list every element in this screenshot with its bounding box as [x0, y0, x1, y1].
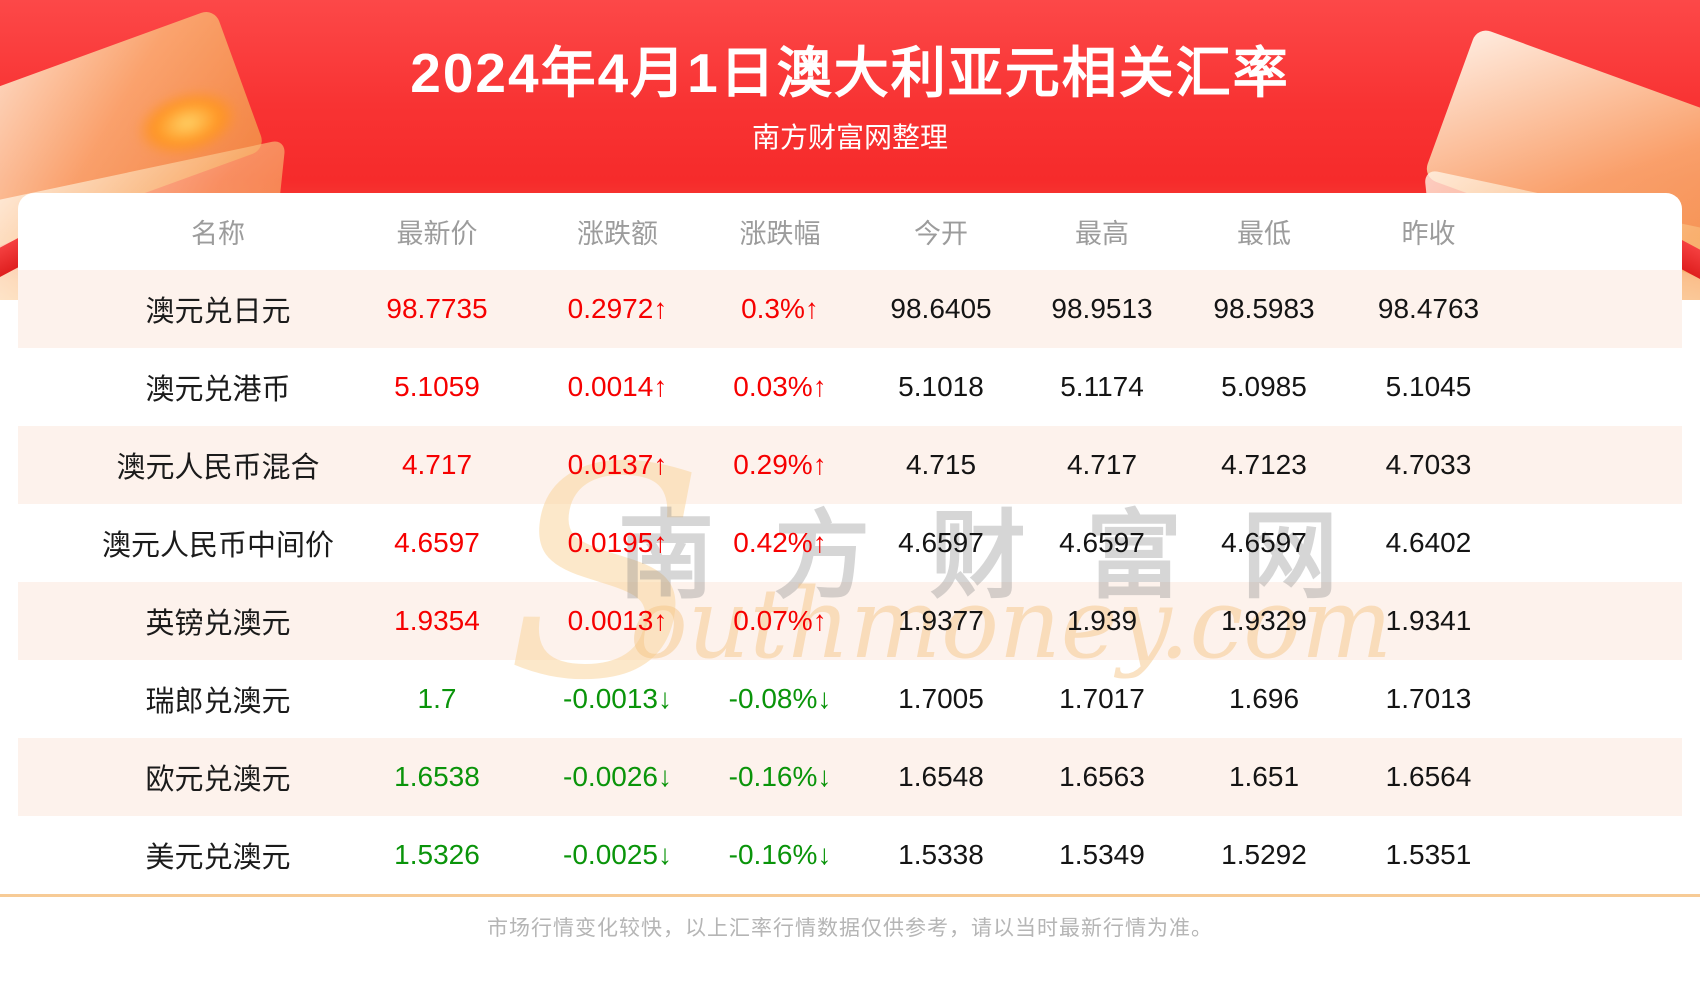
pair-name: 澳元兑日元 — [145, 296, 291, 328]
pair-name: 澳元人民币混合 — [116, 452, 320, 484]
latest-price: 4.717 — [401, 449, 473, 480]
disclaimer-text: 市场行情变化较快，以上汇率行情数据仅供参考，请以当时最新行情为准。 — [487, 917, 1213, 940]
col-header-open: 今开 — [914, 219, 968, 249]
prev-close: 1.7013 — [1385, 683, 1472, 714]
low-price: 4.6597 — [1221, 527, 1307, 558]
change-amount: -0.0013↓ — [563, 683, 672, 714]
pair-name: 美元兑澳元 — [145, 842, 291, 874]
prev-close: 1.9341 — [1385, 605, 1472, 636]
change-percent: 0.3%↑ — [741, 293, 819, 324]
latest-price: 1.5326 — [394, 839, 480, 870]
open-price: 1.9377 — [898, 605, 984, 636]
change-percent: -0.08%↓ — [728, 683, 832, 714]
high-price: 1.939 — [1066, 605, 1138, 636]
page-subtitle: 南方财富网整理 — [751, 122, 948, 153]
table-row: 美元兑澳元 1.5326 -0.0025↓ -0.16%↓ 1.5338 1.5… — [18, 816, 1682, 894]
low-price: 1.651 — [1228, 761, 1300, 792]
prev-close: 1.5351 — [1385, 839, 1472, 870]
latest-price: 1.6538 — [394, 761, 480, 792]
open-price: 4.715 — [905, 449, 977, 480]
change-percent: 0.29%↑ — [733, 449, 827, 480]
high-price: 4.717 — [1066, 449, 1138, 480]
open-price: 1.7005 — [898, 683, 984, 714]
open-price: 4.6597 — [898, 527, 984, 558]
table-row: 瑞郎兑澳元 1.7 -0.0013↓ -0.08%↓ 1.7005 1.7017… — [18, 660, 1682, 738]
col-header-low: 最低 — [1237, 219, 1291, 249]
prev-close: 4.7033 — [1385, 449, 1472, 480]
change-percent: 0.03%↑ — [733, 371, 827, 402]
table-row: 欧元兑澳元 1.6538 -0.0026↓ -0.16%↓ 1.6548 1.6… — [18, 738, 1682, 816]
high-price: 5.1174 — [1060, 371, 1144, 402]
table-row: 澳元兑港币 5.1059 0.0014↑ 0.03%↑ 5.1018 5.117… — [18, 348, 1682, 426]
latest-price: 1.9354 — [394, 605, 480, 636]
latest-price: 5.1059 — [394, 371, 480, 402]
prev-close: 98.4763 — [1377, 293, 1480, 324]
open-price: 5.1018 — [898, 371, 984, 402]
change-percent: 0.42%↑ — [733, 527, 827, 558]
latest-price: 98.7735 — [386, 293, 488, 324]
low-price: 1.696 — [1228, 683, 1300, 714]
table-row: 澳元兑日元 98.7735 0.2972↑ 0.3%↑ 98.6405 98.9… — [18, 270, 1682, 348]
change-percent: -0.16%↓ — [728, 839, 832, 870]
change-percent: 0.07%↑ — [733, 605, 827, 636]
open-price: 98.6405 — [890, 293, 992, 324]
low-price: 1.9329 — [1221, 605, 1307, 636]
pair-name: 欧元兑澳元 — [145, 764, 291, 796]
pair-name: 澳元人民币中间价 — [101, 530, 334, 562]
change-amount: -0.0025↓ — [563, 839, 672, 870]
prev-close: 4.6402 — [1385, 527, 1472, 558]
pair-name: 英镑兑澳元 — [145, 608, 291, 640]
rates-table: S 南方财富网 outhmoney.com 名称 最新价 涨跌额 涨跌幅 今开 … — [18, 193, 1682, 894]
pair-name: 瑞郎兑澳元 — [145, 686, 291, 718]
latest-price: 4.6597 — [394, 527, 480, 558]
col-header-name: 名称 — [191, 219, 245, 249]
low-price: 1.5292 — [1221, 839, 1307, 870]
low-price: 98.5983 — [1213, 293, 1315, 324]
col-header-prev-close: 昨收 — [1401, 219, 1456, 249]
col-header-change-pct: 涨跌幅 — [739, 219, 821, 249]
pair-name: 澳元兑港币 — [145, 374, 291, 406]
open-price: 1.6548 — [898, 761, 984, 792]
table-row: 英镑兑澳元 1.9354 0.0013↑ 0.07%↑ 1.9377 1.939… — [18, 582, 1682, 660]
change-amount: 0.2972↑ — [567, 293, 668, 324]
col-header-latest: 最新价 — [396, 219, 478, 249]
latest-price: 1.7 — [417, 683, 457, 714]
open-price: 1.5338 — [898, 839, 984, 870]
table-row: 澳元人民币混合 4.717 0.0137↑ 0.29%↑ 4.715 4.717… — [18, 426, 1682, 504]
change-percent: -0.16%↓ — [728, 761, 832, 792]
table-row: 澳元人民币中间价 4.6597 0.0195↑ 0.42%↑ 4.6597 4.… — [18, 504, 1682, 582]
page-title: 2024年4月1日澳大利亚元相关汇率 — [410, 42, 1290, 104]
prev-close: 5.1045 — [1385, 371, 1472, 402]
change-amount: 0.0013↑ — [567, 605, 668, 636]
col-header-high: 最高 — [1075, 219, 1129, 249]
change-amount: -0.0026↓ — [563, 761, 672, 792]
prev-close: 1.6564 — [1385, 761, 1472, 792]
change-amount: 0.0137↑ — [567, 449, 668, 480]
change-amount: 0.0195↑ — [567, 527, 668, 558]
change-amount: 0.0014↑ — [567, 371, 668, 402]
col-header-change: 涨跌额 — [577, 219, 658, 249]
high-price: 1.6563 — [1059, 761, 1145, 792]
high-price: 98.9513 — [1051, 293, 1153, 324]
low-price: 4.7123 — [1221, 449, 1307, 480]
high-price: 1.7017 — [1059, 683, 1145, 714]
low-price: 5.0985 — [1221, 371, 1307, 402]
table-header-row: 名称 最新价 涨跌额 涨跌幅 今开 最高 最低 昨收 — [18, 193, 1682, 270]
footer-divider — [0, 894, 1700, 897]
high-price: 1.5349 — [1059, 839, 1145, 870]
high-price: 4.6597 — [1059, 527, 1145, 558]
